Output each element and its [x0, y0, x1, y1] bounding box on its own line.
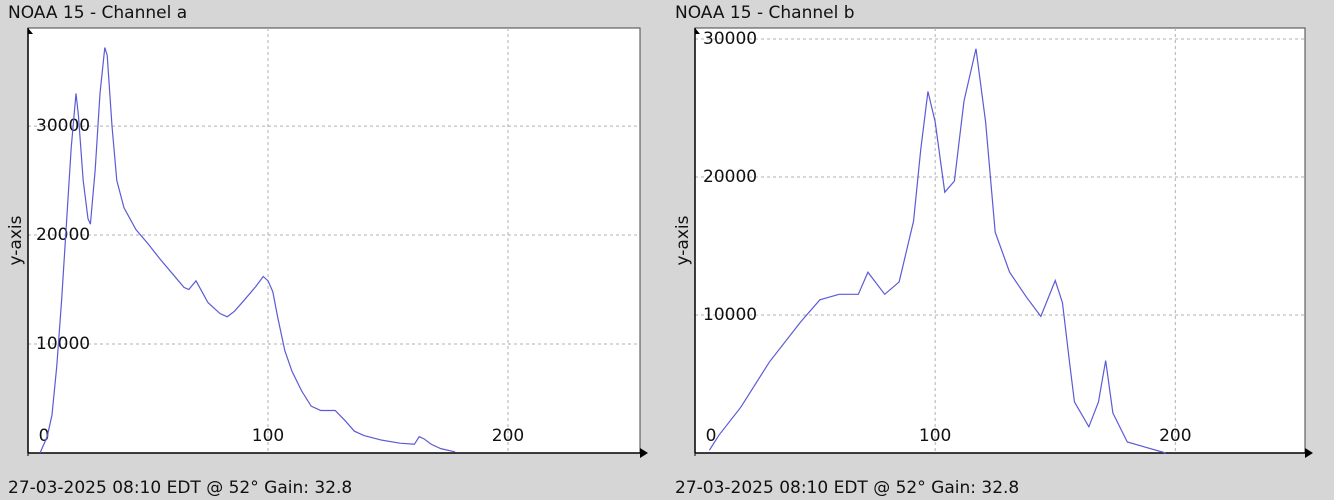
data-line — [708, 48, 1166, 454]
y-axis-arrow — [28, 28, 33, 34]
y-tick-label: 20000 — [36, 225, 90, 245]
x-tick-label: 0 — [706, 426, 717, 446]
plot-area — [694, 27, 1306, 454]
y-axis-label: y-axis — [6, 215, 26, 265]
data-line — [39, 47, 456, 454]
footer: 27-03-2025 08:10 EDT @ 52° Gain: 32.8 — [8, 478, 352, 498]
y-axis-arrow — [695, 28, 700, 34]
x-axis-arrow — [640, 448, 648, 458]
x-tick-label: 100 — [919, 426, 951, 446]
x-tick-label: 0 — [39, 426, 50, 446]
chart-title: NOAA 15 - Channel a — [8, 3, 187, 23]
y-tick-label: 20000 — [703, 167, 757, 187]
x-axis-arrow — [1305, 448, 1313, 458]
y-axis-label: y-axis — [673, 215, 693, 265]
x-tick-label: 200 — [1159, 426, 1191, 446]
y-tick-label: 30000 — [36, 116, 90, 136]
y-tick-label: 10000 — [36, 334, 90, 354]
plot-area — [27, 27, 641, 454]
y-tick-label: 10000 — [703, 305, 757, 325]
footer: 27-03-2025 08:10 EDT @ 52° Gain: 32.8 — [675, 478, 1019, 498]
chart-title: NOAA 15 - Channel b — [675, 3, 855, 23]
y-tick-label: 30000 — [703, 29, 757, 49]
x-tick-label: 200 — [492, 426, 524, 446]
x-tick-label: 100 — [252, 426, 284, 446]
